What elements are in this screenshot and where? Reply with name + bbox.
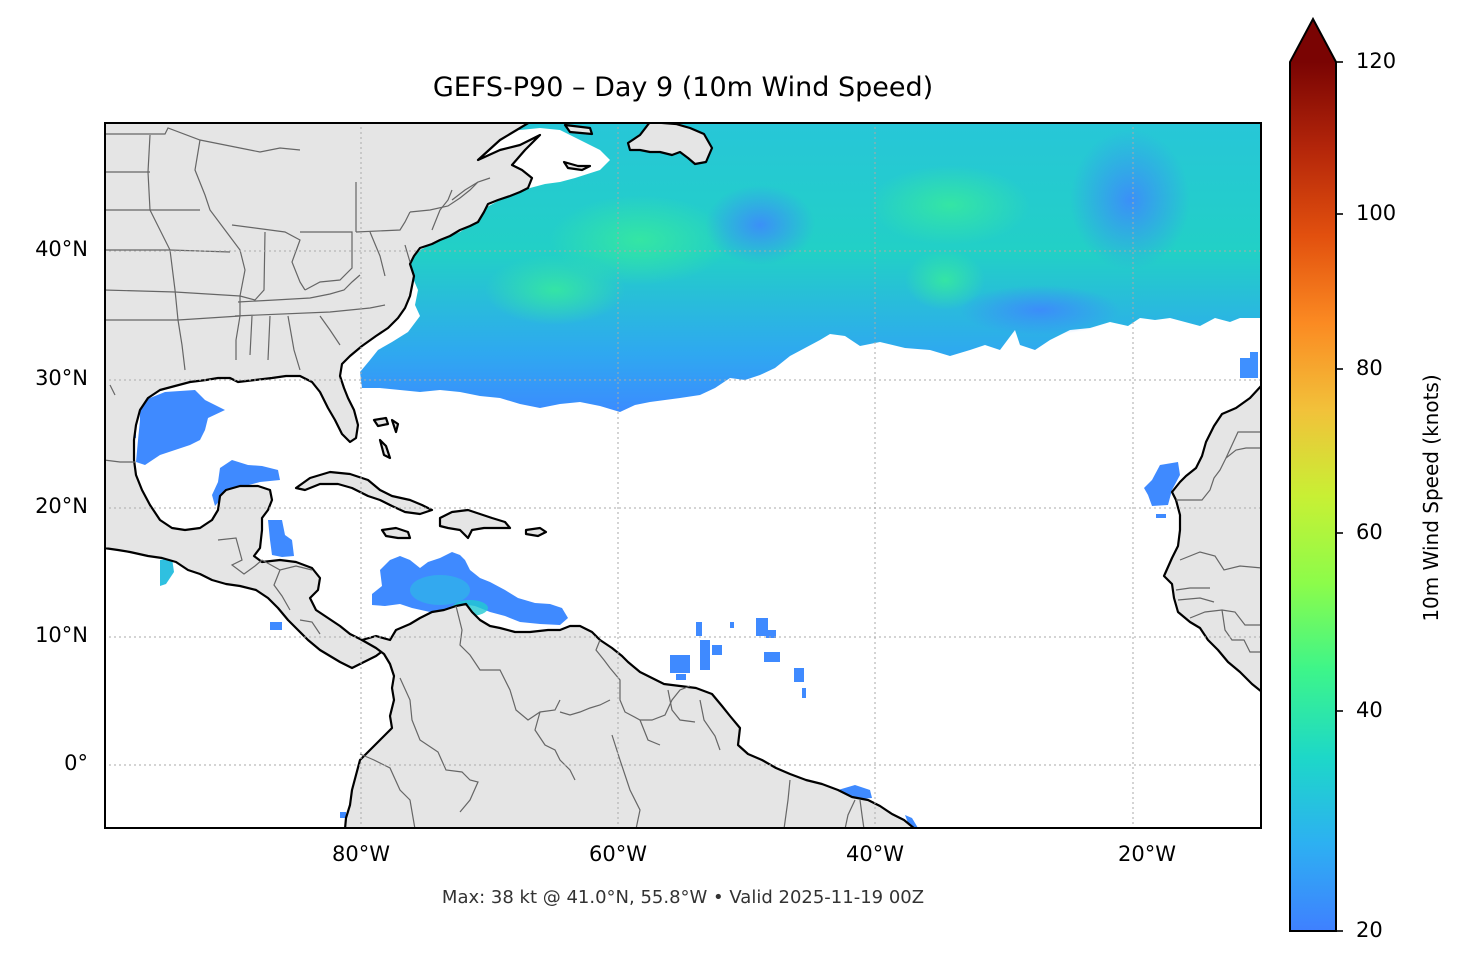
lon-tick-20w: 20°W bbox=[1118, 842, 1176, 866]
max-value-subtitle: Max: 38 kt @ 41.0°N, 55.8°W • Valid 2025… bbox=[441, 887, 925, 908]
colorbar-tick-20: 20 bbox=[1356, 918, 1383, 942]
colorbar-gradient bbox=[1290, 62, 1336, 931]
wind-field-north-atlantic bbox=[228, 122, 1262, 412]
political-borders bbox=[104, 127, 1262, 829]
lat-tick-20n: 20°N bbox=[35, 494, 88, 518]
colorbar-extend-arrow-icon bbox=[1290, 19, 1336, 62]
colorbar-tick-60: 60 bbox=[1356, 520, 1383, 544]
lat-tick-30n: 30°N bbox=[35, 366, 88, 390]
lat-tick-0: 0° bbox=[64, 751, 88, 775]
colorbar-tick-120: 120 bbox=[1356, 49, 1397, 73]
lat-tick-10n: 10°N bbox=[35, 623, 88, 647]
land-masses bbox=[104, 122, 1262, 829]
colorbar-tick-40: 40 bbox=[1356, 698, 1383, 722]
gridlines bbox=[104, 122, 1262, 829]
lon-tick-80w: 80°W bbox=[332, 842, 390, 866]
wind-field-gulf-of-mexico bbox=[120, 390, 294, 630]
lon-tick-60w: 60°W bbox=[589, 842, 647, 866]
colorbar-tick-100: 100 bbox=[1356, 201, 1397, 225]
colorbar-tick-80: 80 bbox=[1356, 356, 1383, 380]
lon-tick-40w: 40°W bbox=[846, 842, 904, 866]
lat-tick-40n: 40°N bbox=[35, 237, 88, 261]
map-plot bbox=[104, 122, 1262, 829]
colorbar bbox=[1280, 10, 1466, 950]
colorbar-label: 10m Wind Speed (knots) bbox=[1419, 374, 1443, 622]
chart-title: GEFS-P90 – Day 9 (10m Wind Speed) bbox=[432, 72, 934, 103]
map-frame-border bbox=[104, 122, 1262, 829]
wind-field-tropical-atlantic bbox=[340, 618, 918, 828]
wind-field-nw-africa bbox=[1144, 462, 1180, 518]
